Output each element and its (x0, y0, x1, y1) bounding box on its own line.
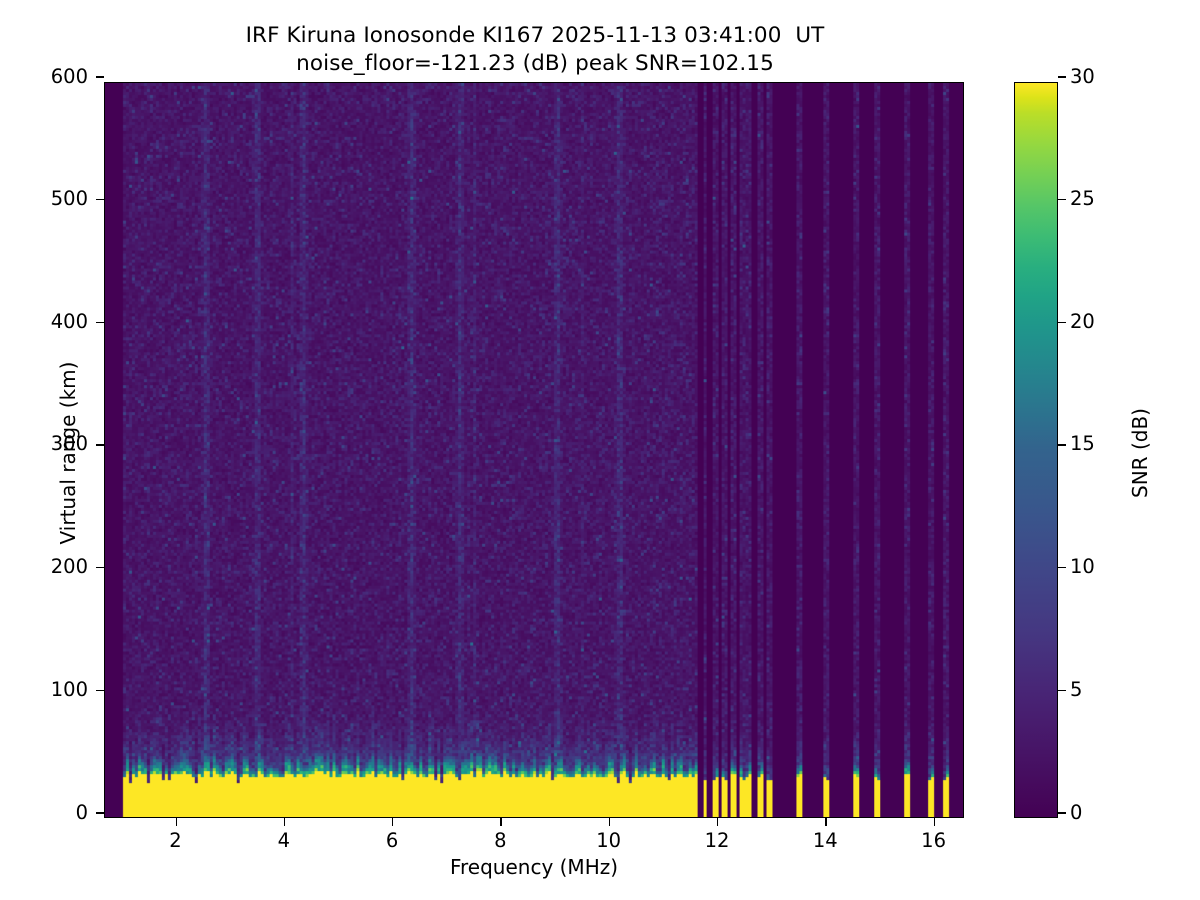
y-ticklabel-400: 400 (50, 310, 88, 333)
y-ticklabel-200: 200 (50, 555, 88, 578)
y-axis-label: Virtual range (km) (56, 361, 80, 545)
cbar-ticklabel-5: 5 (1070, 678, 1083, 701)
x-tick-2 (175, 818, 177, 826)
y-ticklabel-600: 600 (50, 65, 88, 88)
cbar-ticklabel-10: 10 (1070, 555, 1095, 578)
x-tick-16 (933, 818, 935, 826)
cbar-ticklabel-30: 30 (1070, 65, 1095, 88)
x-tick-4 (283, 818, 286, 826)
cbar-tick-25 (1058, 198, 1066, 201)
x-ticklabel-10: 10 (596, 829, 622, 852)
x-tick-14 (825, 818, 827, 826)
x-tick-6 (392, 818, 394, 826)
y-ticklabel-300: 300 (50, 432, 88, 455)
cbar-tick-30 (1058, 76, 1066, 78)
cbar-ticklabel-25: 25 (1070, 187, 1095, 210)
x-ticklabel-8: 8 (494, 829, 507, 852)
y-tick-500 (96, 198, 104, 201)
y-ticklabel-0: 0 (75, 801, 88, 824)
x-ticklabel-14: 14 (812, 829, 838, 852)
title-line-2: noise_floor=-121.23 (dB) peak SNR=102.15 (296, 51, 774, 77)
cbar-tick-10 (1058, 567, 1066, 569)
title-line-1: IRF Kiruna Ionosonde KI167 2025-11-13 03… (245, 23, 825, 48)
y-tick-400 (96, 321, 104, 323)
plot-area (104, 82, 964, 818)
cbar-ticklabel-15: 15 (1070, 432, 1095, 455)
cbar-ticklabel-0: 0 (1070, 801, 1083, 824)
cbar-tick-15 (1058, 444, 1066, 446)
x-tick-8 (500, 818, 502, 826)
y-ticklabel-500: 500 (50, 187, 88, 210)
x-tick-12 (717, 818, 719, 826)
x-ticklabel-12: 12 (704, 829, 730, 852)
ionogram-heatmap (105, 83, 963, 817)
x-axis-label: Frequency (MHz) (449, 855, 619, 879)
cbar-tick-20 (1058, 321, 1066, 323)
x-ticklabel-6: 6 (385, 829, 399, 852)
colorbar (1014, 82, 1058, 818)
y-ticklabel-100: 100 (50, 678, 88, 701)
y-tick-100 (96, 689, 104, 692)
cbar-ticklabel-20: 20 (1070, 310, 1095, 333)
y-tick-300 (96, 444, 104, 446)
y-tick-600 (96, 76, 104, 78)
x-ticklabel-16: 16 (921, 829, 946, 852)
colorbar-label: SNR (dB) (1128, 408, 1152, 498)
x-ticklabel-4: 4 (277, 829, 290, 852)
y-tick-200 (96, 567, 104, 569)
cbar-tick-0 (1058, 812, 1066, 814)
x-ticklabel-2: 2 (169, 829, 182, 852)
cbar-tick-5 (1058, 689, 1066, 692)
y-tick-0 (96, 812, 104, 814)
figure-title: IRF Kiruna Ionosonde KI167 2025-11-13 03… (0, 22, 1070, 79)
x-tick-10 (608, 818, 611, 826)
